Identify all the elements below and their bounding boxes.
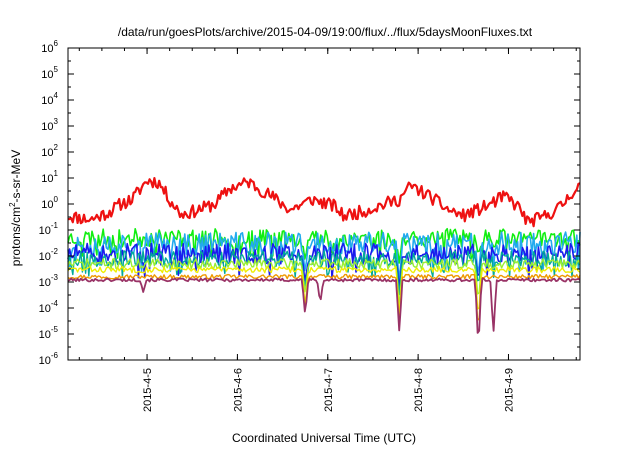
series-line-7 [67, 273, 581, 326]
y-tick-label: 100 [41, 195, 58, 211]
y-tick-label-exp: 0 [54, 195, 59, 204]
series-line-6 [67, 265, 581, 316]
chart-title: /data/run/goesPlots/archive/2015-04-09/1… [118, 25, 533, 39]
y-tick-label-base: 10 [39, 303, 51, 315]
y-tick-label: 10-5 [39, 325, 59, 341]
y-tick-label-base: 10 [41, 147, 53, 159]
y-axis-label: protons/cm2-s-sr-MeV [8, 150, 23, 266]
y-tick-label-base: 10 [39, 277, 51, 289]
y-tick-label: 10-3 [39, 273, 59, 289]
y-tick-label: 102 [41, 143, 58, 159]
y-tick-label: 10-4 [39, 299, 59, 315]
y-tick-label: 105 [41, 65, 58, 81]
x-tick-label: 2015-4-8 [413, 368, 425, 412]
series-layer [67, 177, 581, 334]
y-tick-label-base: 10 [39, 225, 51, 237]
y-tick-label-exp: 3 [54, 117, 59, 126]
y-tick-label-base: 10 [41, 43, 53, 55]
y-tick-label-exp: -3 [51, 273, 59, 282]
y-tick-label-exp: 5 [54, 65, 59, 74]
y-tick-label: 106 [41, 39, 58, 55]
series-line-5 [67, 258, 581, 308]
x-tick-label: 2015-4-6 [232, 368, 244, 412]
y-tick-label-exp: 1 [54, 169, 59, 178]
y-tick-label: 10-6 [39, 351, 59, 367]
y-tick-label: 103 [41, 117, 58, 133]
series-line-0 [67, 177, 581, 228]
series-line-1 [67, 227, 581, 264]
y-tick-label: 104 [41, 91, 58, 107]
y-tick-label: 101 [41, 169, 58, 185]
series-line-8 [67, 277, 581, 334]
y-tick-label-base: 10 [41, 69, 53, 81]
y-tick-label-exp: -1 [51, 221, 59, 230]
y-tick-label-exp: 4 [54, 91, 59, 100]
x-axis-label: Coordinated Universal Time (UTC) [232, 431, 416, 445]
x-tick-label: 2015-4-9 [503, 368, 515, 412]
y-axis-label-base: protons/cm [9, 207, 23, 266]
y-tick-label-exp: -4 [51, 299, 59, 308]
y-tick-label-base: 10 [39, 355, 51, 367]
y-tick-label-base: 10 [41, 199, 53, 211]
y-tick-label-exp: 2 [54, 143, 59, 152]
y-tick-label: 10-1 [39, 221, 59, 237]
y-tick-label-base: 10 [39, 329, 51, 341]
x-tick-label: 2015-4-7 [323, 368, 335, 412]
y-tick-label-exp: -2 [51, 247, 59, 256]
y-axis: 10-610-510-410-310-210-11001011021031041… [39, 39, 580, 367]
y-tick-label-base: 10 [41, 121, 53, 133]
y-tick-label-exp: -5 [51, 325, 59, 334]
x-axis: 2015-4-5 2015-4-6 2015-4-7 2015-4-8 2015-4-9 [78, 48, 577, 412]
y-axis-label-rest: -s-sr-MeV [9, 150, 23, 203]
x-tick-label: 2015-4-5 [142, 368, 154, 412]
y-axis-label-sup: 2 [8, 202, 17, 207]
y-tick-label-exp: 6 [54, 39, 59, 48]
y-tick-label-base: 10 [39, 251, 51, 263]
y-tick-label-base: 10 [41, 95, 53, 107]
y-tick-label: 10-2 [39, 247, 59, 263]
y-tick-label-base: 10 [41, 173, 53, 185]
y-tick-label-exp: -6 [51, 351, 59, 360]
